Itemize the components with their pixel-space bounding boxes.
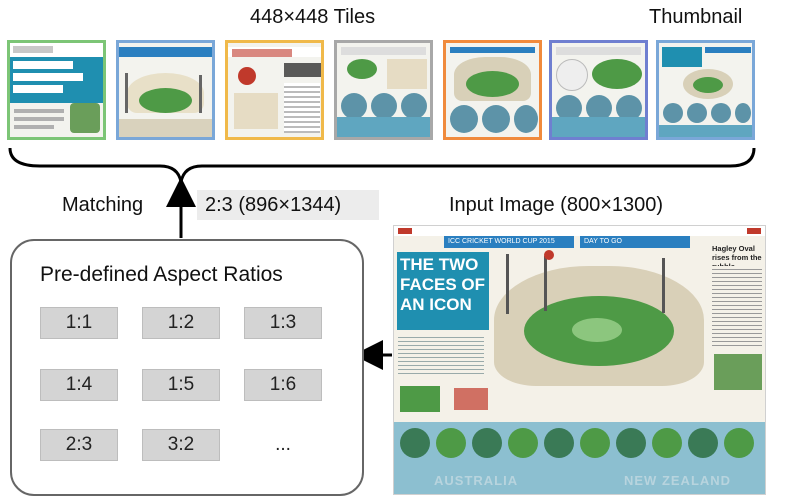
- ratio-2-3: 2:3: [40, 429, 118, 461]
- tile-5: [443, 40, 542, 140]
- thumbnail-tile: [656, 40, 755, 140]
- ratio-ellipsis: ...: [275, 434, 291, 455]
- aspect-ratio-panel: Pre-defined Aspect Ratios 1:1 1:2 1:3 1:…: [10, 239, 364, 496]
- poster-country-1: AUSTRALIA: [434, 473, 519, 488]
- poster-day-to-go: DAY TO GO: [580, 236, 690, 248]
- matched-ratio-text: 2:3 (896×1344): [205, 193, 342, 216]
- tile-4: [334, 40, 433, 140]
- ratio-3-2: 3:2: [142, 429, 220, 461]
- thumbnail-label: Thumbnail: [649, 6, 743, 28]
- poster-headline-3: AN ICON: [400, 295, 472, 314]
- input-image: ICC CRICKET WORLD CUP 2015 DAY TO GO THE…: [393, 225, 766, 495]
- matched-ratio-box: 2:3 (896×1344): [197, 190, 379, 220]
- tile-1: [7, 40, 106, 140]
- poster-headline-2: FACES OF: [400, 275, 486, 294]
- ratio-1-4: 1:4: [40, 369, 118, 401]
- matching-label: Matching: [62, 194, 144, 216]
- tile-3: [225, 40, 324, 140]
- tile-6: [549, 40, 648, 140]
- brace: [8, 147, 756, 183]
- ratio-1-6: 1:6: [244, 369, 322, 401]
- ratio-1-3: 1:3: [244, 307, 322, 339]
- ratio-1-2: 1:2: [142, 307, 220, 339]
- poster-headline-1: THE TWO: [400, 255, 479, 274]
- tile-2: [116, 40, 215, 140]
- ratio-1-1: 1:1: [40, 307, 118, 339]
- poster-banner: ICC CRICKET WORLD CUP 2015: [444, 236, 574, 248]
- panel-title: Pre-defined Aspect Ratios: [40, 263, 283, 286]
- input-image-label: Input Image (800×1300): [449, 194, 664, 216]
- poster-country-2: NEW ZEALAND: [624, 473, 732, 488]
- ratio-1-5: 1:5: [142, 369, 220, 401]
- poster-title-block: THE TWO FACES OF AN ICON: [397, 252, 489, 330]
- tiles-label: 448×448 Tiles: [250, 6, 376, 28]
